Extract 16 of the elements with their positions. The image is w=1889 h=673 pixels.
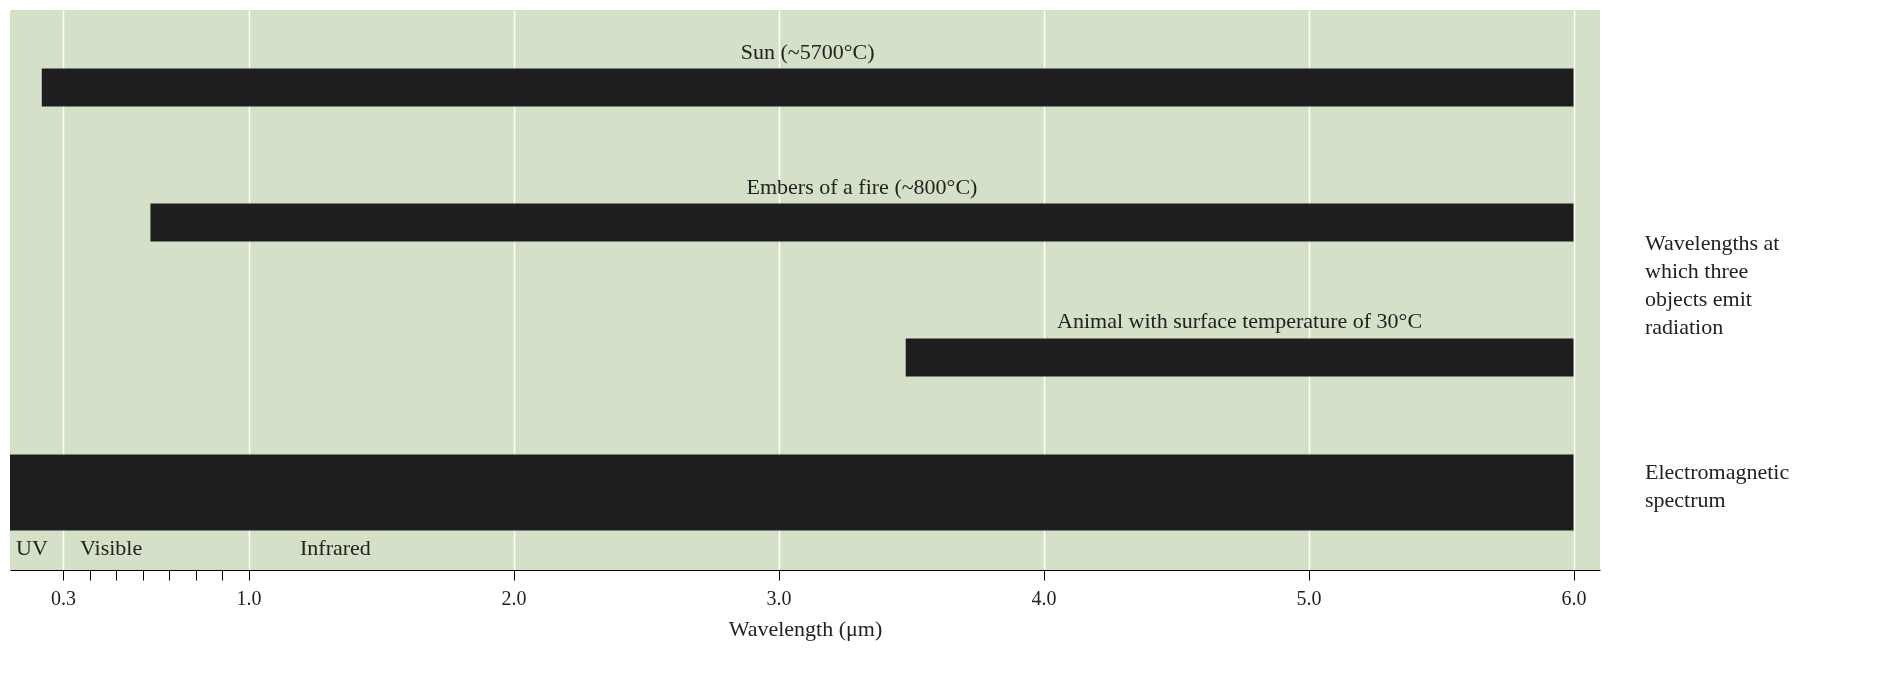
annotation: UV (16, 535, 48, 561)
y-tick-label: Sun (~5700°C) (740, 38, 875, 64)
x-tick-label: 0.3 (51, 586, 76, 609)
text: Wavelengths at which three objects emit radiation (1645, 229, 1780, 339)
annotation: Visible (80, 535, 143, 561)
x-tick-label: 5.0 (1296, 586, 1322, 609)
text: Electromagnetic spectrum (1645, 459, 1790, 513)
x-tick-label: 3.0 (766, 586, 792, 609)
y-tick-label: Animal with surface temperature of 30°C (1057, 308, 1423, 334)
y-tick-label: Embers of a fire (~800°C) (746, 173, 978, 199)
x-tick-label: 2.0 (501, 586, 527, 609)
annotation: Infrared (300, 535, 371, 561)
x-axis-title: Wavelength (μm) (728, 615, 883, 641)
x-tick-label: 1.0 (236, 586, 262, 609)
x-tick-label: 6.0 (1561, 586, 1587, 609)
x-tick-label: 4.0 (1031, 586, 1057, 609)
